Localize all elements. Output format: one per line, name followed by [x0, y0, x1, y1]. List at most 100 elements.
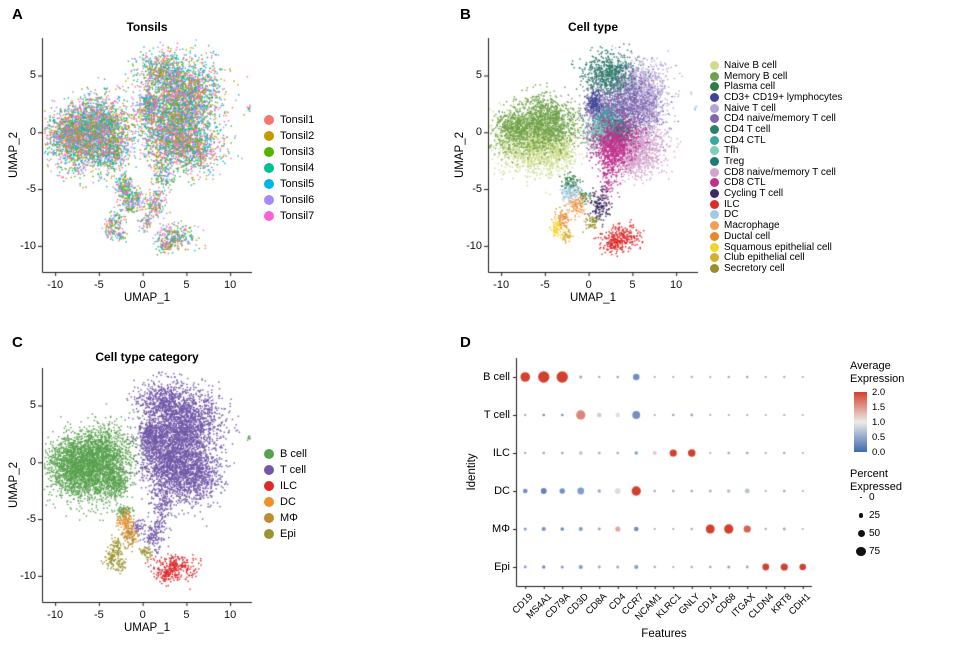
- legend-label: Tonsil4: [280, 162, 315, 174]
- legend-item: CD3+ CD19+ lymphocytes: [710, 92, 842, 103]
- y-tick-label: 0: [475, 126, 482, 139]
- legend-item: Squamous epithelial cell: [710, 242, 842, 253]
- identity-tick-label: Epi: [494, 561, 510, 573]
- colorbar-tick-label: 2.0: [872, 387, 886, 398]
- legend-item: Tonsil6: [264, 192, 314, 208]
- y-tick-label: 0: [29, 456, 36, 469]
- legend-item: Tfh: [710, 145, 842, 156]
- panel-c-legend: B cell T cell ILC DC MΦ Epi: [264, 446, 307, 542]
- legend-label: Squamous epithelial cell: [724, 241, 832, 253]
- percent-legend-label: 50: [869, 528, 881, 539]
- legend-swatch: [264, 163, 274, 173]
- panel-c-title: Cell type category: [95, 350, 199, 364]
- legend-label: Tonsil6: [280, 194, 315, 206]
- legend-swatch: [710, 114, 719, 124]
- legend-label: Ductal cell: [724, 230, 771, 242]
- y-tick-label: 0: [29, 126, 36, 139]
- legend-swatch: [710, 199, 719, 209]
- x-tick-label: 0: [139, 609, 146, 621]
- legend-swatch: [710, 103, 719, 113]
- percent-legend-dot: [858, 513, 864, 518]
- legend-item: Tonsil5: [264, 176, 314, 192]
- legend-swatch: [264, 465, 274, 475]
- panel-a-legend: Tonsil1 Tonsil2 Tonsil3 Tonsil4 Tonsil5 Tonsi…: [264, 112, 314, 224]
- percent-legend-dot: [856, 546, 866, 557]
- legend-label: ILC: [724, 198, 740, 210]
- identity-tick-label: ILC: [492, 447, 510, 459]
- legend-label: CD8 naive/memory T cell: [724, 166, 836, 178]
- legend-item: DC: [710, 209, 842, 220]
- y-tick-label: -5: [26, 183, 36, 196]
- legend-label: Secretory cell: [724, 262, 785, 274]
- legend-label: Treg: [724, 156, 745, 168]
- identity-tick-label: B cell: [483, 371, 510, 383]
- colorbar-tick-label: 0.0: [872, 447, 886, 458]
- panel-d-x-axis-label: Features: [641, 628, 687, 640]
- legend-item: ILC: [264, 478, 307, 494]
- legend-item: Tonsil1: [264, 112, 314, 128]
- colorbar-tick-label: 1.5: [872, 402, 886, 413]
- expression-colorbar: [854, 392, 867, 452]
- percent-expressed-legend-title: Percent Expressed: [850, 468, 902, 493]
- x-tick-label: -5: [93, 279, 104, 291]
- percent-legend-dot: [860, 496, 862, 499]
- legend-swatch: [710, 221, 719, 231]
- legend-swatch: [710, 92, 719, 102]
- legend-item: Memory B cell: [710, 71, 842, 82]
- legend-item: CD4 naive/memory T cell: [710, 113, 842, 124]
- y-tick-label: -10: [20, 569, 36, 582]
- percent-legend-dot: [857, 530, 865, 537]
- identity-tick-label: DC: [494, 485, 510, 497]
- panel-c-label: C: [12, 334, 23, 351]
- panel-b-label: B: [460, 6, 471, 23]
- panel-b-title: Cell type: [567, 20, 618, 34]
- legend-label: B cell: [280, 448, 307, 460]
- legend-swatch: [264, 481, 274, 491]
- legend-label: ILC: [280, 480, 298, 492]
- legend-item: Naive B cell: [710, 60, 842, 71]
- x-tick-label: -10: [493, 279, 510, 291]
- legend-item: B cell: [264, 446, 307, 462]
- legend-item: CD8 CTL: [710, 177, 842, 188]
- legend-label: MΦ: [280, 512, 298, 524]
- legend-swatch: [710, 167, 719, 177]
- legend-label: Plasma cell: [724, 81, 776, 93]
- legend-swatch: [710, 253, 719, 263]
- y-tick-label: -10: [466, 239, 482, 252]
- legend-item: Club epithelial cell: [710, 252, 842, 263]
- legend-item: Secretory cell: [710, 263, 842, 274]
- x-tick-label: 10: [670, 279, 683, 291]
- legend-item: Plasma cell: [710, 81, 842, 92]
- panel-c-x-axis-label: UMAP_1: [123, 622, 171, 634]
- legend-swatch: [710, 60, 719, 70]
- percent-legend-label: 75: [869, 546, 881, 557]
- legend-label: Club epithelial cell: [724, 252, 805, 264]
- x-tick-label: 0: [585, 279, 592, 291]
- average-expression-legend-title: Average Expression: [850, 360, 905, 385]
- legend-item: CD4 T cell: [710, 124, 842, 135]
- percent-legend-item: 25: [853, 510, 880, 521]
- x-tick-label: 5: [183, 609, 190, 621]
- legend-item: Macrophage: [710, 220, 842, 231]
- legend-label: Naive B cell: [724, 59, 777, 71]
- panel-d-label: D: [460, 334, 471, 351]
- legend-swatch: [264, 179, 274, 189]
- legend-swatch: [710, 82, 719, 92]
- legend-label: CD3+ CD19+ lymphocytes: [724, 91, 843, 103]
- legend-item: T cell: [264, 462, 307, 478]
- legend-label: Tonsil3: [280, 146, 315, 158]
- legend-item: Naive T cell: [710, 103, 842, 114]
- legend-swatch: [710, 178, 719, 188]
- legend-item: DC: [264, 494, 307, 510]
- x-tick-label: 5: [629, 279, 636, 291]
- legend-item: Tonsil7: [264, 208, 314, 224]
- legend-item: MΦ: [264, 510, 307, 526]
- legend-swatch: [710, 146, 719, 156]
- legend-label: Tonsil2: [280, 130, 315, 142]
- x-tick-label: -5: [93, 609, 104, 621]
- panel-b-legend: Naive B cell Memory B cell Plasma cell CD3+…: [710, 60, 842, 274]
- legend-swatch: [264, 115, 274, 125]
- legend-swatch: [264, 195, 274, 205]
